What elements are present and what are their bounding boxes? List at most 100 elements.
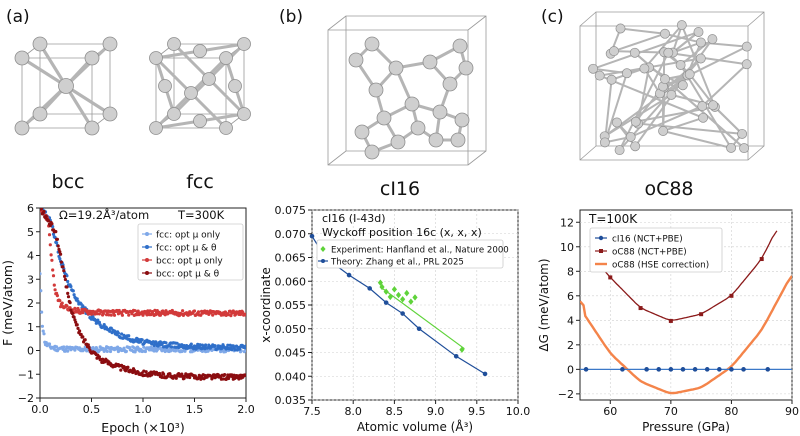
series-point	[211, 313, 215, 317]
legend-marker-theory	[321, 259, 325, 263]
legend-entry: oC88 (HSE correction)	[612, 261, 709, 271]
y-tick-label: 0.075	[275, 204, 307, 217]
series-point	[55, 294, 60, 298]
oc88-bond	[672, 41, 702, 54]
series-point	[81, 335, 85, 339]
series-point	[61, 265, 65, 269]
series-point	[148, 309, 152, 313]
ci16-point	[620, 367, 625, 372]
series-point	[40, 289, 43, 293]
chart-c-ylabel: ΔG (meV/atom)	[537, 258, 551, 351]
y-tick-label: 2	[567, 339, 574, 352]
series-point	[158, 340, 162, 344]
chart-a-annotation-temp: T=300K	[177, 208, 225, 222]
series-point	[107, 313, 111, 317]
y-tick-label: 5	[27, 226, 34, 239]
theory-point	[453, 354, 459, 359]
oc88-atom	[666, 89, 677, 100]
oc88-bond	[643, 24, 683, 70]
series-point	[116, 345, 120, 349]
theory-point	[482, 371, 488, 377]
x-tick-label: 1.0	[134, 403, 152, 416]
series-point	[105, 313, 109, 317]
y-tick-label: 3	[27, 273, 34, 286]
series-point	[70, 311, 75, 316]
series-point	[244, 312, 246, 316]
series-point	[75, 297, 79, 301]
panel-c-label: (c)	[541, 7, 564, 27]
series-point	[175, 341, 179, 345]
series-point	[204, 343, 208, 347]
chart-a-xlabel: Epoch (×10³)	[101, 420, 184, 435]
series-point	[53, 288, 57, 292]
series-point	[122, 365, 126, 369]
series-point	[160, 375, 164, 379]
y-tick-label: 10	[560, 241, 574, 254]
oc88-atom	[675, 60, 686, 70]
legend-marker	[145, 245, 149, 249]
series-point	[58, 257, 62, 261]
y-tick-label: 2	[27, 297, 34, 310]
experiment-point	[379, 283, 385, 291]
series-point	[221, 377, 225, 381]
legend-marker	[145, 258, 149, 262]
legend-entry: cI16 (NCT+PBE)	[612, 235, 683, 245]
oc88-bond	[662, 116, 704, 132]
series-point	[176, 311, 180, 315]
chart-b-title-line2: Wyckoff position 16c (x, x, x)	[322, 226, 482, 239]
series-point	[135, 313, 139, 317]
x-tick-label: 9.5	[468, 405, 486, 418]
experiment-point	[404, 289, 410, 297]
theory-point	[309, 233, 315, 239]
oc88-bond	[663, 45, 748, 89]
series-point	[192, 309, 197, 313]
theory-point	[416, 326, 422, 332]
legend-marker	[145, 232, 149, 236]
series-point	[49, 253, 53, 257]
experiment-point	[459, 346, 465, 353]
oc88-structure-image	[579, 11, 765, 161]
legend-marker-oc88	[599, 249, 603, 253]
x-tick-label: 2.0	[237, 403, 255, 416]
series-point	[144, 370, 148, 374]
oc88-atom	[698, 112, 709, 123]
series-point	[42, 209, 46, 214]
series-point	[127, 313, 131, 317]
series-point	[72, 315, 76, 319]
series-point	[244, 348, 246, 352]
oc88-point	[638, 306, 643, 311]
chart-a-legend: fcc: opt μ only fcc: opt μ & θ bcc: opt μ …	[137, 223, 244, 281]
series-point	[72, 293, 76, 297]
series-point	[223, 373, 227, 377]
oc88-atom	[695, 53, 706, 64]
oc88-hse-curve	[580, 275, 792, 395]
oc88-atom	[611, 117, 622, 128]
chart-c: 60 70 80 90 −2 0 2 4 6 8 10 12 T=100K cI16 (NCT+PBE…	[537, 209, 799, 434]
series-point	[42, 332, 46, 336]
oc88-atom	[609, 46, 619, 57]
oc88-bond	[620, 27, 666, 35]
series-point	[55, 237, 60, 241]
legend-entry: oC88 (NCT+PBE)	[612, 248, 687, 258]
experiment-point	[408, 298, 414, 305]
series-point	[188, 375, 192, 380]
experiment-point	[412, 294, 418, 301]
oc88-atom	[594, 70, 605, 81]
series-point	[40, 310, 44, 314]
x-tick-label: 60	[603, 405, 617, 418]
series-point	[122, 346, 126, 350]
oc88-atom	[615, 23, 626, 34]
series-point	[189, 342, 193, 346]
series-point	[41, 329, 45, 333]
oc88-atom	[741, 41, 752, 52]
ci16-point	[704, 367, 710, 372]
x-tick-label: 0.5	[83, 403, 101, 416]
y-tick-label: 6	[567, 290, 574, 303]
oc88-point	[699, 312, 704, 317]
oc88-atom	[660, 28, 670, 39]
ci16-point	[717, 367, 722, 372]
series-point	[108, 349, 113, 354]
legend-marker	[145, 271, 149, 275]
series-point	[55, 345, 59, 349]
series-point	[211, 375, 215, 379]
